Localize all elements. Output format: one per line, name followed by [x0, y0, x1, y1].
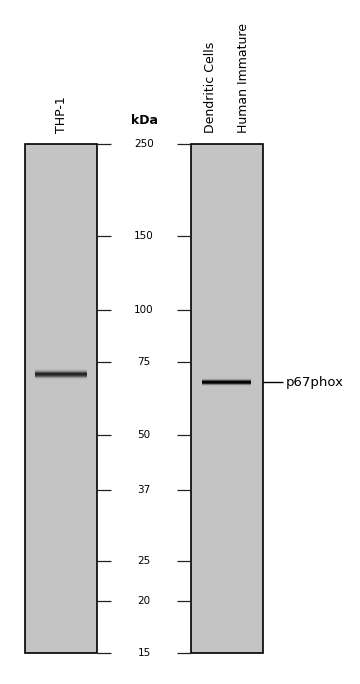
Text: 75: 75: [138, 357, 150, 367]
Text: p67phox: p67phox: [286, 376, 344, 389]
Bar: [35, 371, 87, 372]
Text: 50: 50: [138, 430, 150, 440]
Text: 37: 37: [138, 485, 150, 495]
Bar: [35, 378, 87, 379]
Bar: [35, 374, 87, 375]
Bar: [35, 369, 87, 370]
Bar: [35, 371, 87, 372]
Bar: [35, 372, 87, 373]
Bar: [35, 373, 87, 374]
Bar: [35, 375, 87, 376]
Bar: [35, 372, 87, 373]
Bar: [35, 379, 87, 380]
Bar: [35, 380, 87, 381]
Bar: [35, 367, 87, 368]
Bar: [35, 376, 87, 378]
Bar: [35, 370, 87, 371]
Text: 25: 25: [138, 555, 150, 566]
Text: Human Immature: Human Immature: [237, 23, 249, 133]
Bar: [191, 144, 263, 653]
Text: THP-1: THP-1: [55, 96, 68, 133]
Bar: [35, 374, 87, 375]
Bar: [35, 377, 87, 378]
Bar: [35, 375, 87, 376]
Text: 15: 15: [138, 648, 150, 658]
Bar: [35, 367, 87, 368]
Bar: [35, 378, 87, 379]
Text: kDa: kDa: [130, 114, 158, 127]
Bar: [35, 376, 87, 377]
Bar: [35, 373, 87, 374]
Text: 20: 20: [138, 596, 150, 606]
Text: 100: 100: [134, 304, 154, 315]
Bar: [35, 379, 87, 380]
Bar: [35, 380, 87, 381]
Bar: [35, 381, 87, 382]
Bar: [35, 370, 87, 371]
Text: Dendritic Cells: Dendritic Cells: [204, 42, 217, 133]
Text: 250: 250: [134, 139, 154, 148]
Text: 150: 150: [134, 231, 154, 241]
Bar: [35, 369, 87, 370]
Bar: [35, 368, 87, 369]
Bar: [25, 144, 97, 653]
